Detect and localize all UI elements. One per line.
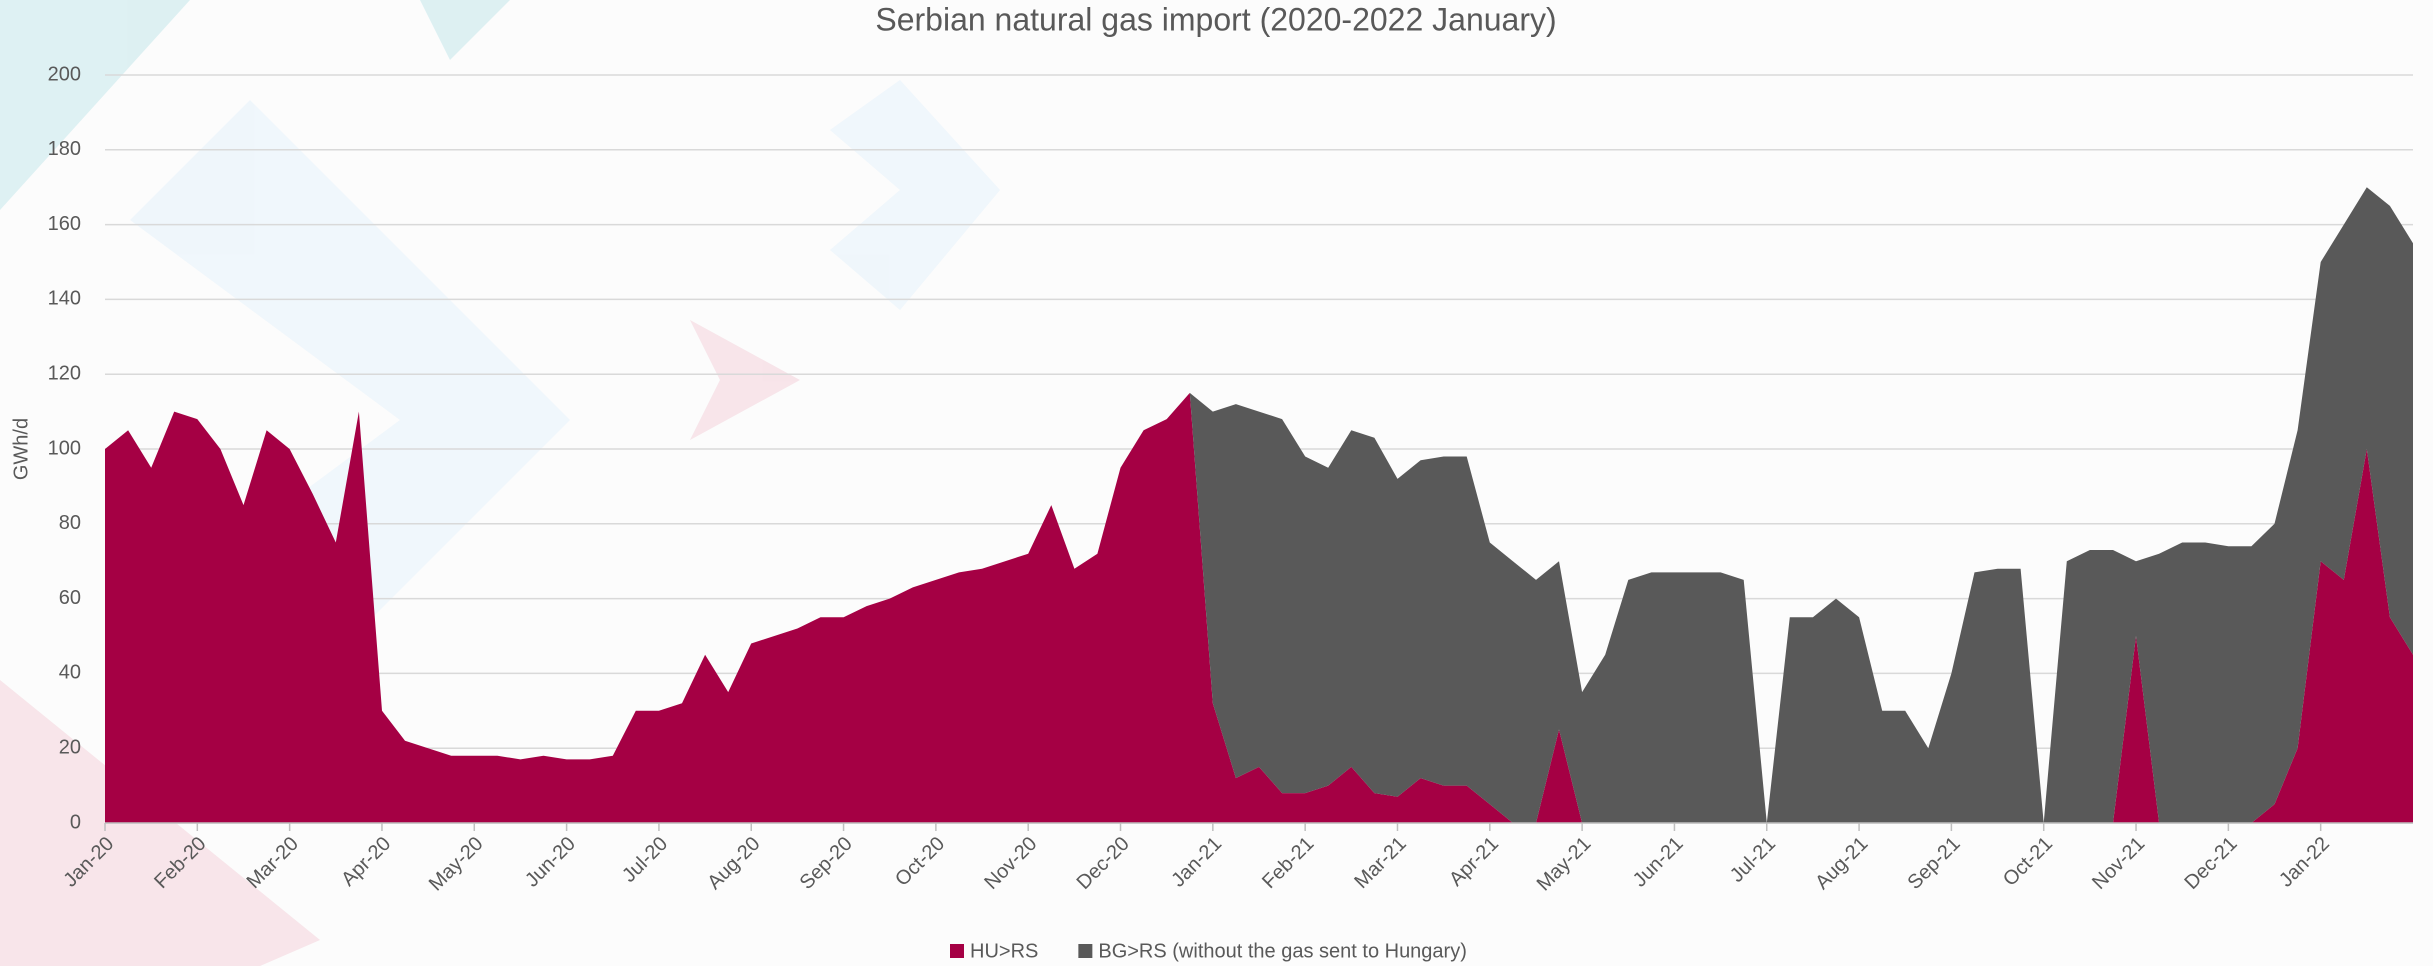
x-tick-label: Apr-20 (337, 833, 395, 891)
x-tick-label: Sep-21 (1904, 833, 1965, 894)
y-tick-label: 0 (70, 811, 81, 833)
x-tick-label: Feb-21 (1258, 833, 1318, 893)
y-tick-label: 100 (48, 437, 81, 459)
x-tick-label: Oct-20 (891, 833, 949, 891)
x-tick-label: Jun-21 (1629, 833, 1688, 892)
y-tick-label: 120 (48, 362, 81, 384)
y-tick-label: 180 (48, 138, 81, 160)
legend-label: BG>RS (without the gas sent to Hungary) (1098, 940, 1467, 962)
y-tick-label: 80 (59, 512, 81, 534)
x-tick-label: Jan-22 (2275, 833, 2334, 892)
x-tick-label: Sep-20 (796, 833, 857, 894)
x-tick-label: Aug-21 (1811, 833, 1872, 894)
x-tick-label: Apr-21 (1445, 833, 1503, 891)
legend: HU>RS BG>RS (without the gas sent to Hung… (950, 940, 1467, 962)
y-axis-label: GWh/d (10, 418, 32, 480)
area (105, 187, 2413, 823)
x-tick-label: Nov-20 (980, 833, 1041, 894)
chart-title: Serbian natural gas import (2020-2022 Ja… (875, 1, 1556, 37)
legend-swatch (950, 944, 964, 958)
y-tick-label: 40 (59, 662, 81, 684)
x-tick-label: Jul-20 (618, 833, 672, 887)
y-tick-label: 200 (48, 63, 81, 85)
y-tick-label: 160 (48, 213, 81, 235)
x-tick-label: May-20 (425, 833, 488, 896)
x-tick-label: Dec-20 (1073, 833, 1134, 894)
y-tick-label: 140 (48, 288, 81, 310)
x-tick-label: Oct-21 (1999, 833, 2057, 891)
x-tick-label: Aug-20 (703, 833, 764, 894)
x-tick-label: Jan-21 (1167, 833, 1226, 892)
x-tick-label: Dec-21 (2180, 833, 2241, 894)
area (105, 392, 2413, 823)
legend-label: HU>RS (970, 940, 1038, 962)
x-tick-label: Jun-20 (521, 833, 580, 892)
y-tick-label: 20 (59, 736, 81, 758)
x-tick-label: Mar-21 (1350, 833, 1410, 893)
x-tick-label: May-21 (1533, 833, 1596, 896)
y-tick-label: 60 (59, 587, 81, 609)
x-tick-label: Nov-21 (2088, 833, 2149, 894)
x-tick-label: Jul-21 (1726, 833, 1780, 887)
legend-swatch (1078, 944, 1093, 958)
x-tick-label: Mar-20 (243, 833, 303, 893)
